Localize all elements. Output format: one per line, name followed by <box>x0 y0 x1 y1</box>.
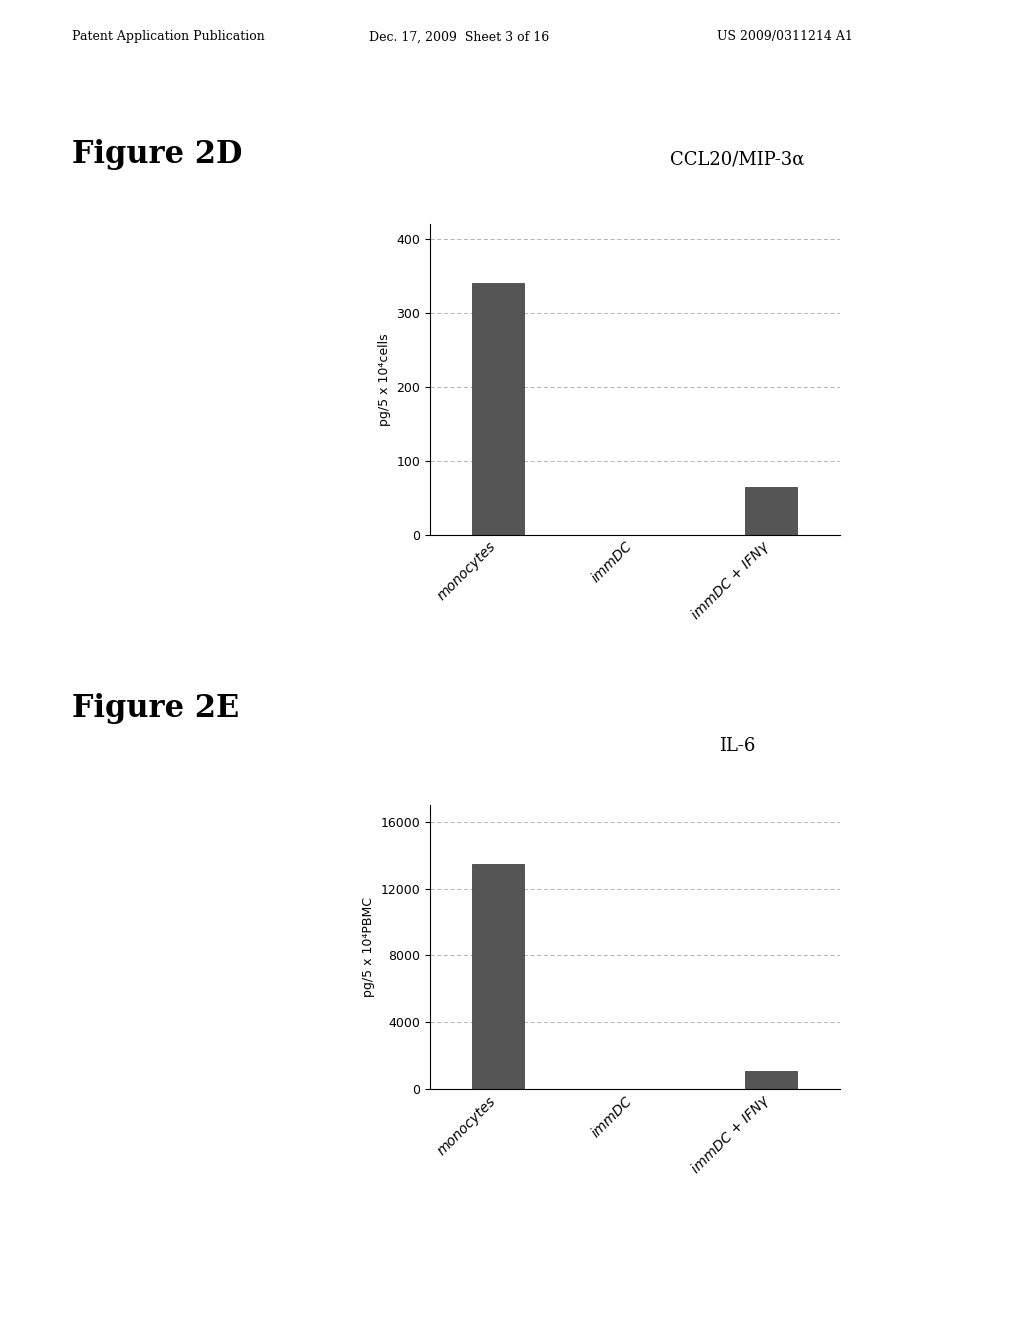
Text: Patent Application Publication: Patent Application Publication <box>72 30 264 44</box>
Y-axis label: pg/5 x 10⁴cells: pg/5 x 10⁴cells <box>378 333 391 426</box>
Bar <box>472 284 524 535</box>
Text: IL-6: IL-6 <box>719 737 756 755</box>
Y-axis label: pg/5 x 10⁴PBMC: pg/5 x 10⁴PBMC <box>362 898 375 997</box>
Text: Dec. 17, 2009  Sheet 3 of 16: Dec. 17, 2009 Sheet 3 of 16 <box>369 30 549 44</box>
Text: Figure 2E: Figure 2E <box>72 693 239 723</box>
Text: CCL20/MIP-3α: CCL20/MIP-3α <box>670 150 805 169</box>
Bar <box>745 487 798 535</box>
Bar <box>472 863 524 1089</box>
Text: US 2009/0311214 A1: US 2009/0311214 A1 <box>717 30 853 44</box>
Text: Figure 2D: Figure 2D <box>72 139 242 169</box>
Bar <box>745 1071 798 1089</box>
